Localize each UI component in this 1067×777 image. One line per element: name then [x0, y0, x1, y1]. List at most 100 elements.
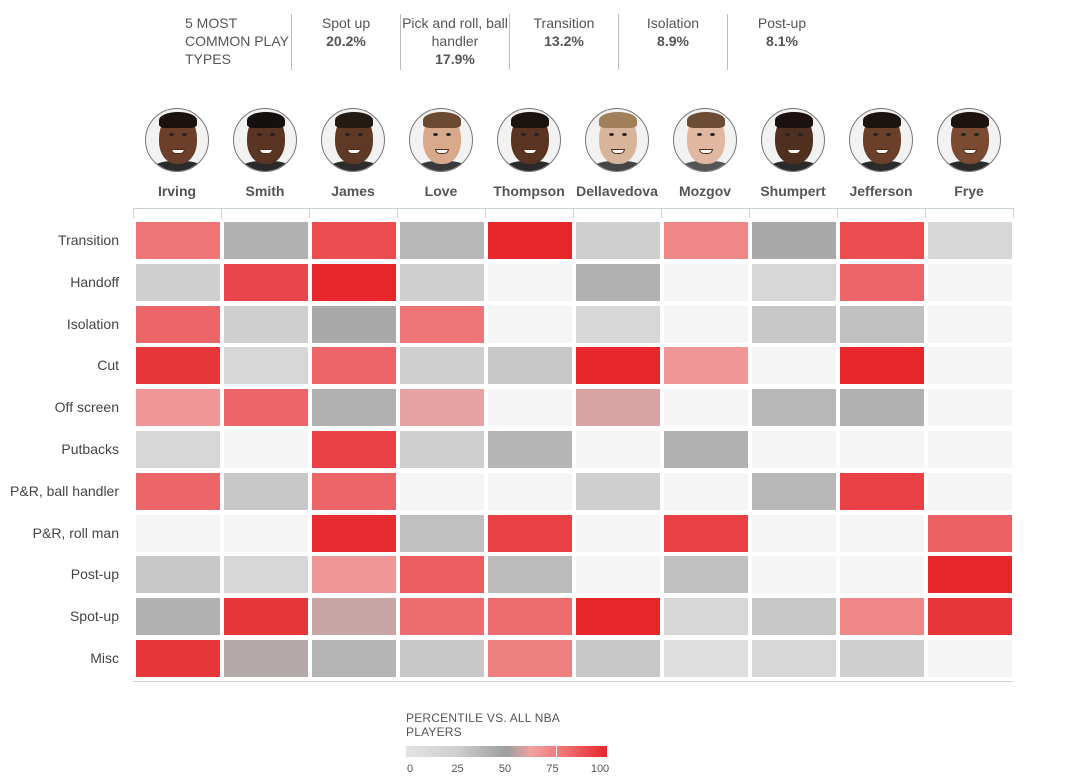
heatmap-cell [840, 347, 924, 385]
heatmap-cell [224, 347, 308, 385]
player-name: Dellavedova [576, 183, 658, 199]
summary-label: Post-up [757, 15, 807, 31]
player-james: James [309, 108, 397, 201]
heatmap-cell [752, 556, 836, 594]
heatmap-cell [928, 598, 1012, 636]
summary-item-spot-up: Spot up 20.2% [292, 14, 401, 70]
heatmap-cell [312, 556, 396, 594]
heatmap-cell [840, 389, 924, 427]
heatmap-cell [400, 389, 484, 427]
player-jefferson: Jefferson [837, 108, 925, 201]
bottom-rule [133, 681, 1013, 682]
heatmap-cell [136, 598, 220, 636]
heatmap-cell [312, 305, 396, 343]
heatmap-cell [840, 263, 924, 301]
heatmap-cell [752, 431, 836, 468]
heatmap-cell [224, 556, 308, 594]
summary-pct: 17.9% [435, 51, 475, 67]
heatmap-cell [752, 514, 836, 552]
heatmap-cell [576, 556, 660, 594]
row-label: Putbacks [61, 441, 119, 457]
heatmap-cell [136, 556, 220, 594]
heatmap-cell [312, 431, 396, 468]
heatmap-cell [928, 472, 1012, 510]
heatmap-cell [136, 640, 220, 677]
heatmap-cell [576, 640, 660, 677]
column-tick [749, 208, 750, 218]
heatmap-cell [576, 222, 660, 259]
column-tick [221, 208, 222, 218]
player-headshot [761, 108, 825, 172]
heatmap-cell [488, 389, 572, 427]
column-tick [661, 208, 662, 218]
summary-item-post-up: Post-up 8.1% [728, 14, 836, 70]
player-irving: Irving [133, 108, 221, 201]
heatmap-cell [664, 514, 748, 552]
summary-label: Isolation [646, 15, 700, 31]
legend-color-scale [406, 746, 607, 757]
heatmap-cell [136, 347, 220, 385]
heatmap-cell [664, 472, 748, 510]
heatmap-cell [488, 305, 572, 343]
heatmap-cell [224, 222, 308, 259]
heatmap-cell [576, 431, 660, 468]
row-label: Post-up [70, 566, 119, 583]
heatmap-cell [488, 222, 572, 259]
heatmap-cell [312, 347, 396, 385]
heatmap-cell [928, 222, 1012, 259]
summary-pct: 13.2% [544, 33, 584, 49]
heatmap-cell [576, 389, 660, 427]
player-headshot [145, 108, 209, 172]
heatmap-cell [312, 389, 396, 427]
summary-item-transition: Transition 13.2% [510, 14, 619, 70]
summary-label: Transition [533, 15, 595, 31]
heatmap-cell [576, 472, 660, 510]
player-smith: Smith [221, 108, 309, 201]
heatmap-cell [224, 514, 308, 552]
heatmap-cell [400, 640, 484, 677]
heatmap-cell [224, 389, 308, 427]
column-tick [133, 208, 134, 218]
player-thompson: Thompson [485, 108, 573, 201]
player-name: Frye [954, 183, 984, 199]
heatmap-cell [312, 640, 396, 677]
player-mozgov: Mozgov [661, 108, 749, 201]
heatmap-cell [488, 347, 572, 385]
summary-label: Spot up [321, 15, 371, 31]
heatmap-cell [400, 222, 484, 259]
player-headshot [585, 108, 649, 172]
row-label: Transition [58, 232, 119, 248]
heatmap-cell [400, 347, 484, 385]
player-name: Irving [157, 183, 197, 199]
player-headshot [673, 108, 737, 172]
heatmap-cell [400, 598, 484, 636]
column-tick [309, 208, 310, 218]
heatmap-cell [224, 640, 308, 677]
player-headshot [233, 108, 297, 172]
heatmap-cell [576, 263, 660, 301]
heatmap-cell [664, 556, 748, 594]
heatmap-cell [136, 263, 220, 301]
heatmap-cell [400, 556, 484, 594]
heatmap-cell [136, 431, 220, 468]
heatmap-cell [928, 556, 1012, 594]
legend-tick-label: 25 [451, 763, 464, 775]
column-tick [1013, 208, 1014, 218]
player-name: Jefferson [849, 183, 913, 199]
heatmap-cell [136, 472, 220, 510]
heatmap-cell [488, 472, 572, 510]
heatmap-cell [664, 222, 748, 259]
summary-label: Pick and roll, ball handler [402, 15, 508, 49]
player-shumpert: Shumpert [749, 108, 837, 201]
heatmap-cell [400, 305, 484, 343]
player-dellavedova: Dellavedova [573, 108, 661, 201]
row-label: Misc [90, 650, 119, 666]
heatmap-cell [488, 514, 572, 552]
row-label: Off screen [54, 399, 119, 416]
heatmap-cell [488, 556, 572, 594]
row-label: Spot-up [69, 608, 119, 625]
heatmap-cell [928, 640, 1012, 677]
heatmap-cell [488, 263, 572, 301]
heatmap-cell [576, 347, 660, 385]
summary-pct: 20.2% [326, 33, 366, 49]
